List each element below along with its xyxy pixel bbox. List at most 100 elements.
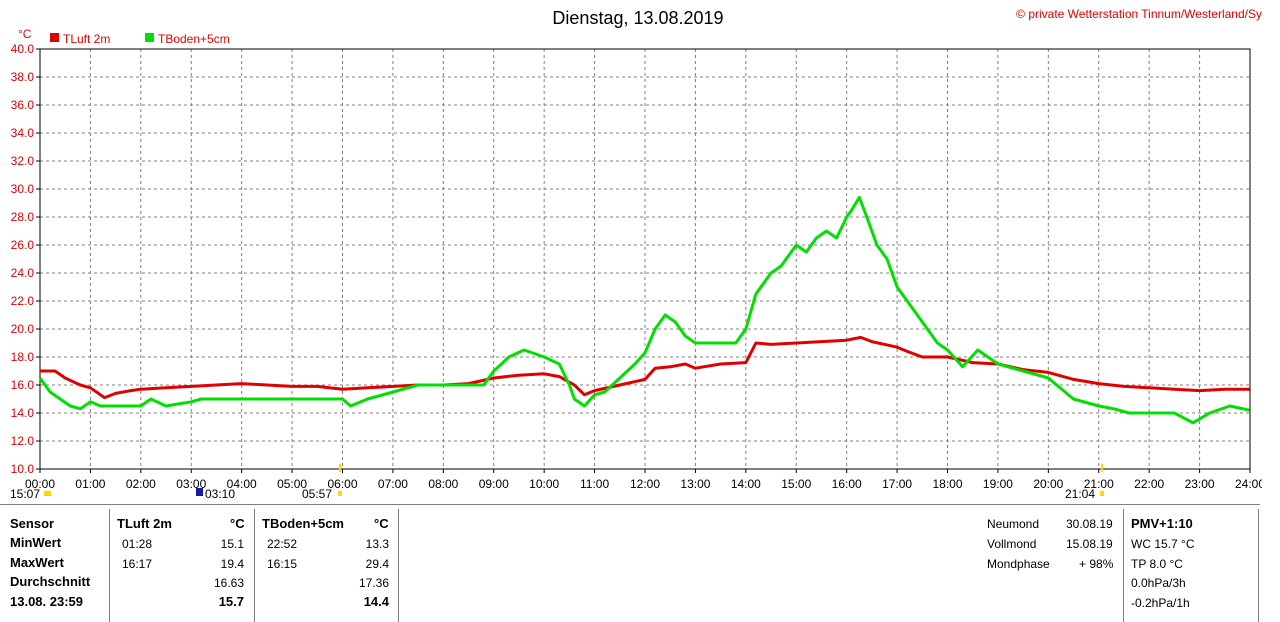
y-unit-label: °C (18, 27, 32, 41)
x-tick-label: 15:00 (781, 477, 811, 491)
y-tick-label: 18.0 (11, 350, 35, 364)
pmv-tp: TP 8.0 °C (1131, 557, 1183, 571)
y-axis-ticks: 10.0 12.0 14.0 16.0 18.0 20.0 22.0 24.0 26.0 28.0… (11, 42, 40, 476)
x-tick-label: 05:00 (277, 477, 307, 491)
stats-divider (109, 509, 110, 622)
stats-panel: Sensor MinWert MaxWert Durchschnitt 13.0… (0, 504, 1260, 622)
tboden-max: 29.4 (365, 557, 389, 571)
stats-divider (1123, 509, 1124, 622)
copyright-text: © private Wetterstation Tinnum/Westerlan… (1016, 7, 1262, 21)
sunset-marker (1100, 491, 1104, 496)
legend-tboden-swatch (145, 33, 154, 42)
sunrise-label: 05:57 (302, 487, 332, 501)
tluft-header: TLuft 2m (117, 516, 172, 531)
y-tick-label: 34.0 (11, 126, 35, 140)
last-label: 13.08. 23:59 (10, 594, 84, 609)
x-tick-label: 08:00 (428, 477, 458, 491)
y-tick-label: 26.0 (11, 238, 35, 252)
sunrise-marker (338, 491, 342, 496)
x-tick-label: 14:00 (731, 477, 761, 491)
x-tick-label: 21:00 (1084, 477, 1114, 491)
x-tick-label: 12:00 (630, 477, 660, 491)
tluft-min-time: 01:28 (122, 537, 153, 551)
x-tick-label: 07:00 (378, 477, 408, 491)
x-tick-label: 10:00 (529, 477, 559, 491)
temperature-chart: Dienstag, 13.08.2019 © private Wettersta… (10, 7, 1262, 501)
y-tick-label: 40.0 (11, 42, 35, 56)
x-tick-label: 23:00 (1185, 477, 1215, 491)
sensor-header: Sensor (10, 516, 55, 531)
legend-tluft-swatch (50, 33, 59, 42)
tboden-min-time: 22:52 (267, 537, 298, 551)
chart-title: Dienstag, 13.08.2019 (552, 8, 723, 28)
sunset-label: 21:04 (1065, 487, 1095, 501)
y-tick-label: 16.0 (11, 378, 35, 392)
tluft-min: 15.1 (220, 537, 244, 551)
max-label: MaxWert (10, 555, 64, 570)
series-line-tboden (38, 195, 1250, 425)
y-tick-label: 28.0 (11, 210, 35, 224)
x-tick-label: 06:00 (327, 477, 357, 491)
x-tick-label: 04:00 (227, 477, 257, 491)
y-tick-label: 38.0 (11, 70, 35, 84)
tluft-last: 15.7 (218, 594, 244, 609)
min-label: MinWert (10, 535, 62, 550)
stats-divider (398, 509, 399, 622)
sunrise-tick (339, 464, 341, 472)
tluft-avg: 16.63 (213, 576, 244, 590)
series-lines (38, 195, 1250, 425)
x-tick-label: 11:00 (580, 477, 609, 491)
x-tick-label: 01:00 (75, 477, 105, 491)
moonset-label: 03:10 (205, 487, 235, 501)
x-tick-label: 16:00 (832, 477, 862, 491)
x-tick-label: 20:00 (1033, 477, 1063, 491)
stats-divider (1258, 509, 1259, 622)
y-tick-label: 36.0 (11, 98, 35, 112)
tboden-header: TBoden+5cm (262, 516, 344, 531)
y-tick-label: 10.0 (11, 462, 35, 476)
stats-divider (254, 509, 255, 622)
tboden-last: 14.4 (363, 594, 389, 609)
legend-tboden-label: TBoden+5cm (158, 32, 230, 46)
pmv-pressure-1h: -0.2hPa/1h (1131, 596, 1190, 610)
y-tick-label: 20.0 (11, 322, 35, 336)
y-tick-label: 30.0 (11, 182, 35, 196)
vollmond-value: 15.08.19 (1066, 537, 1113, 551)
neumond-label: Neumond (987, 517, 1040, 531)
tboden-min: 13.3 (365, 537, 389, 551)
y-tick-label: 24.0 (11, 266, 35, 280)
mondphase-label: Mondphase (987, 557, 1050, 571)
mondphase-value: + 98% (1079, 557, 1114, 571)
tboden-unit: °C (374, 516, 389, 531)
side-strip (1262, 0, 1280, 621)
tboden-max-time: 16:15 (267, 557, 298, 571)
x-tick-label: 09:00 (479, 477, 509, 491)
x-tick-label: 03:00 (176, 477, 206, 491)
plot-frame (39, 48, 1251, 470)
tluft-unit: °C (230, 516, 245, 531)
moonset-marker (196, 488, 203, 496)
y-tick-label: 22.0 (11, 294, 35, 308)
moonrise-label: 15:07 (10, 487, 40, 501)
x-axis-ticks: 00:00 01:00 02:00 03:00 04:00 05:00 06:00 07:00… (25, 469, 1262, 491)
tboden-avg: 17.36 (358, 576, 389, 590)
tluft-max: 19.4 (220, 557, 244, 571)
y-tick-label: 14.0 (11, 406, 35, 420)
pmv-title: PMV+1:10 (1131, 516, 1193, 531)
x-tick-label: 24:00 (1235, 477, 1262, 491)
moonrise-marker (44, 491, 51, 496)
vollmond-label: Vollmond (987, 537, 1037, 551)
sunset-tick (1101, 464, 1103, 472)
x-tick-label: 22:00 (1134, 477, 1164, 491)
pmv-pressure-3h: 0.0hPa/3h (1131, 576, 1186, 590)
x-tick-label: 17:00 (882, 477, 912, 491)
x-tick-label: 18:00 (932, 477, 962, 491)
y-tick-label: 32.0 (11, 154, 35, 168)
tluft-max-time: 16:17 (122, 557, 153, 571)
avg-label: Durchschnitt (10, 574, 91, 589)
x-tick-label: 00:00 (25, 477, 55, 491)
legend-tluft-label: TLuft 2m (63, 32, 110, 46)
pmv-wc: WC 15.7 °C (1131, 537, 1195, 551)
neumond-value: 30.08.19 (1066, 517, 1113, 531)
x-tick-label: 13:00 (680, 477, 710, 491)
